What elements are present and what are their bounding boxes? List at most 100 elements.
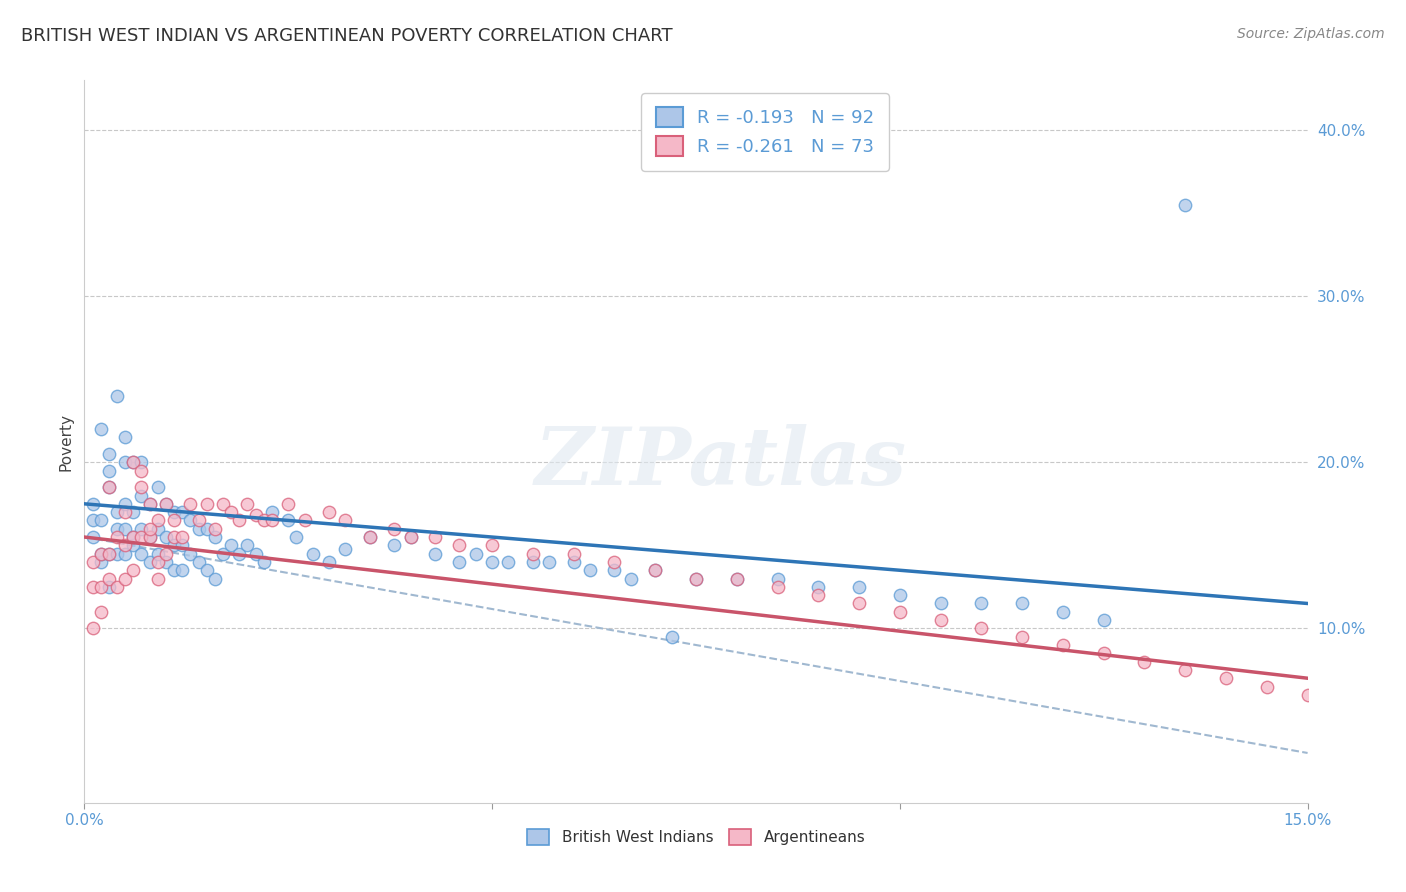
Point bbox=[294, 513, 316, 527]
Point bbox=[155, 555, 177, 569]
Point bbox=[970, 621, 993, 635]
Point bbox=[1256, 680, 1278, 694]
Point bbox=[382, 538, 405, 552]
Point bbox=[522, 547, 544, 561]
Point bbox=[725, 572, 748, 586]
Point bbox=[146, 522, 169, 536]
Point bbox=[1296, 688, 1319, 702]
Point bbox=[277, 513, 299, 527]
Point bbox=[114, 547, 136, 561]
Point bbox=[122, 505, 145, 519]
Point bbox=[105, 530, 128, 544]
Point bbox=[122, 530, 145, 544]
Point bbox=[163, 538, 186, 552]
Point bbox=[301, 547, 323, 561]
Point bbox=[253, 513, 276, 527]
Point bbox=[179, 497, 201, 511]
Point bbox=[1052, 605, 1074, 619]
Point bbox=[245, 508, 267, 523]
Point bbox=[807, 588, 830, 602]
Point bbox=[155, 497, 177, 511]
Point bbox=[90, 547, 112, 561]
Point bbox=[562, 555, 585, 569]
Point bbox=[138, 530, 160, 544]
Point bbox=[146, 547, 169, 561]
Point bbox=[138, 555, 160, 569]
Text: ZIPatlas: ZIPatlas bbox=[534, 425, 907, 502]
Point bbox=[90, 547, 112, 561]
Point bbox=[114, 497, 136, 511]
Point bbox=[1011, 597, 1033, 611]
Point bbox=[889, 605, 911, 619]
Point bbox=[90, 580, 112, 594]
Point bbox=[122, 538, 145, 552]
Point bbox=[97, 464, 120, 478]
Point bbox=[644, 563, 666, 577]
Point bbox=[187, 555, 209, 569]
Point bbox=[105, 522, 128, 536]
Point bbox=[285, 530, 308, 544]
Point bbox=[481, 538, 503, 552]
Point bbox=[359, 530, 381, 544]
Point bbox=[122, 563, 145, 577]
Point bbox=[97, 547, 120, 561]
Point bbox=[163, 530, 186, 544]
Point bbox=[172, 563, 194, 577]
Point bbox=[399, 530, 422, 544]
Point bbox=[848, 597, 870, 611]
Point bbox=[212, 497, 235, 511]
Point bbox=[131, 455, 153, 469]
Point bbox=[603, 563, 626, 577]
Point bbox=[105, 547, 128, 561]
Point bbox=[449, 555, 471, 569]
Point bbox=[163, 505, 186, 519]
Point bbox=[82, 530, 104, 544]
Point bbox=[620, 572, 643, 586]
Point bbox=[122, 455, 145, 469]
Point bbox=[131, 464, 153, 478]
Point bbox=[97, 480, 120, 494]
Point bbox=[236, 538, 259, 552]
Point bbox=[579, 563, 602, 577]
Point bbox=[219, 505, 242, 519]
Point bbox=[90, 605, 112, 619]
Point bbox=[204, 530, 226, 544]
Point bbox=[260, 505, 283, 519]
Point bbox=[163, 513, 186, 527]
Point bbox=[172, 538, 194, 552]
Point bbox=[105, 580, 128, 594]
Point bbox=[155, 547, 177, 561]
Point bbox=[423, 530, 446, 544]
Point bbox=[163, 563, 186, 577]
Point bbox=[228, 513, 250, 527]
Point bbox=[138, 530, 160, 544]
Point bbox=[195, 522, 218, 536]
Point bbox=[146, 513, 169, 527]
Point bbox=[90, 422, 112, 436]
Point bbox=[423, 547, 446, 561]
Point bbox=[449, 538, 471, 552]
Point bbox=[131, 480, 153, 494]
Point bbox=[155, 497, 177, 511]
Point bbox=[498, 555, 520, 569]
Point bbox=[195, 497, 218, 511]
Point bbox=[187, 522, 209, 536]
Point bbox=[253, 555, 276, 569]
Point bbox=[131, 489, 153, 503]
Point bbox=[105, 389, 128, 403]
Point bbox=[122, 455, 145, 469]
Point bbox=[179, 547, 201, 561]
Point bbox=[1174, 663, 1197, 677]
Point bbox=[82, 497, 104, 511]
Point bbox=[661, 630, 683, 644]
Point bbox=[131, 547, 153, 561]
Point bbox=[97, 547, 120, 561]
Text: Source: ZipAtlas.com: Source: ZipAtlas.com bbox=[1237, 27, 1385, 41]
Legend: British West Indians, Argentineans: British West Indians, Argentineans bbox=[519, 822, 873, 853]
Point bbox=[725, 572, 748, 586]
Point bbox=[155, 530, 177, 544]
Point bbox=[219, 538, 242, 552]
Point bbox=[970, 597, 993, 611]
Point bbox=[318, 555, 340, 569]
Text: BRITISH WEST INDIAN VS ARGENTINEAN POVERTY CORRELATION CHART: BRITISH WEST INDIAN VS ARGENTINEAN POVER… bbox=[21, 27, 672, 45]
